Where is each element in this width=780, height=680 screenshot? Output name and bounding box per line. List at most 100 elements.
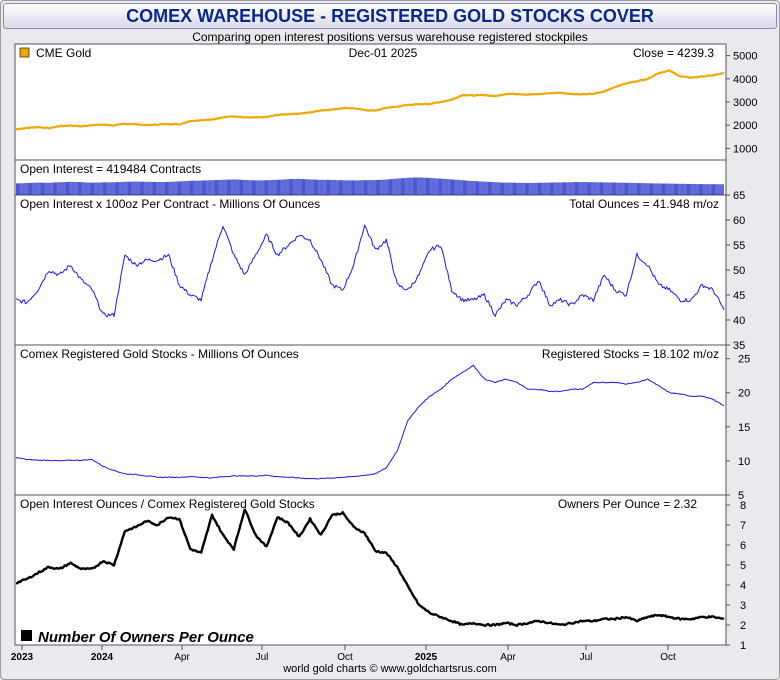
- oi-contracts-bar: [714, 184, 715, 195]
- oi-contracts-bar: [494, 182, 496, 195]
- oi-contracts-bar: [662, 183, 663, 195]
- oi-contracts-bar: [458, 179, 460, 195]
- oi-contracts-bar: [163, 181, 165, 195]
- oi-contracts-bar: [443, 178, 445, 195]
- oi-contracts-bar: [447, 179, 449, 195]
- oi-contracts-bar: [133, 181, 135, 195]
- oi-contracts-bar: [718, 184, 720, 195]
- oi-contracts-bar: [504, 182, 506, 195]
- oi-contracts-bar: [551, 182, 552, 195]
- oi-contracts-bar: [82, 182, 84, 195]
- oi-contracts-bar: [396, 178, 398, 195]
- owners-legend-label: Number Of Owners Per Ounce: [38, 629, 254, 646]
- oi-contracts-bar: [696, 184, 698, 195]
- oi-contracts-bar: [660, 183, 662, 195]
- oi-contracts-bar: [217, 180, 218, 195]
- oi-contracts-bar: [495, 182, 497, 195]
- oi-contracts-bar: [245, 180, 247, 195]
- oi-contracts-bar: [472, 180, 474, 195]
- oi-contracts-bar: [260, 180, 262, 195]
- oi-contracts-bar: [588, 182, 589, 195]
- oi-contracts-bar: [58, 182, 60, 195]
- oi_ounces-y-tick-label: 60: [733, 215, 745, 227]
- oi-contracts-bar: [300, 178, 302, 195]
- registered-y-tick-label: 5: [738, 490, 744, 502]
- oi-contracts-bar: [320, 179, 322, 195]
- oi-contracts-bar: [187, 180, 189, 195]
- oi-contracts-bar: [253, 180, 254, 195]
- oi-contracts-bar: [292, 179, 294, 195]
- oi-contracts-bar: [247, 180, 249, 195]
- oi-contracts-bar: [669, 183, 671, 195]
- oi-contracts-bar: [665, 183, 667, 195]
- oi-contracts-bar: [270, 180, 272, 195]
- registered-y-tick-label: 10: [738, 456, 750, 468]
- oi-contracts-bar: [546, 182, 548, 195]
- oi-contracts-bar: [211, 180, 213, 195]
- oi-contracts-bar: [373, 180, 375, 195]
- oi-contracts-bar: [570, 182, 572, 195]
- oi-contracts-bar: [423, 177, 425, 195]
- oi-contracts-bar: [415, 177, 416, 195]
- oi-contracts-bar: [384, 179, 386, 195]
- oi-contracts-bar: [619, 182, 621, 195]
- oi-contracts-bar: [694, 184, 696, 195]
- oi-contracts-bar: [552, 182, 553, 195]
- oi-contracts-bar: [657, 183, 659, 195]
- oi-contracts-bar: [653, 183, 655, 195]
- oi-contracts-bar: [220, 179, 222, 195]
- oi-contracts-bar: [585, 182, 587, 195]
- oi-contracts-bar: [232, 179, 234, 195]
- oi-contracts-bar: [414, 177, 415, 195]
- oi-contracts-bar: [454, 179, 456, 195]
- oi-contracts-bar: [179, 181, 180, 195]
- oi-contracts-bar: [404, 178, 406, 195]
- registered-y-tick-label: 25: [738, 354, 750, 366]
- oi-contracts-bar: [325, 179, 327, 195]
- oi-contracts-bar: [16, 183, 17, 195]
- oi-contracts-bar: [633, 182, 635, 195]
- oi-contracts-bar: [626, 182, 627, 195]
- oi-contracts-bar: [60, 182, 62, 195]
- oi-contracts-bar: [235, 179, 237, 195]
- oi-contracts-bar: [411, 177, 413, 195]
- oi-contracts-bar: [205, 180, 207, 195]
- oi-contracts-bar: [291, 178, 292, 195]
- oi-contracts-bar: [524, 182, 526, 195]
- oi-contracts-bar: [507, 182, 509, 195]
- oi-contracts-bar: [271, 179, 273, 195]
- oi-contracts-bar: [254, 180, 255, 195]
- oi-contracts-bar: [196, 180, 198, 195]
- oi-contracts-bar: [581, 182, 583, 195]
- oi-contracts-bar: [568, 182, 570, 195]
- oi-contracts-bar: [663, 183, 664, 195]
- oi-contracts-bar: [703, 184, 705, 195]
- oi-contracts-bar: [605, 182, 607, 195]
- oi-contracts-bar: [667, 183, 669, 195]
- oi-contracts-bar: [49, 182, 51, 195]
- oi-contracts-bar: [407, 177, 409, 195]
- oi-contracts-bar: [238, 179, 240, 195]
- oi-contracts-bar: [516, 182, 518, 195]
- owners-y-tick-label: 6: [740, 540, 746, 552]
- oi-contracts-bar: [29, 183, 30, 195]
- oi-contracts-bar: [178, 181, 179, 195]
- oi-contracts-bar: [151, 181, 153, 195]
- oi-contracts-bar: [243, 179, 245, 195]
- oi-contracts-bar: [97, 182, 99, 195]
- gold-legend-swatch: [19, 47, 30, 58]
- oi-contracts-bar: [638, 183, 639, 195]
- oi-contracts-bar: [67, 182, 68, 195]
- oi-contracts-bar: [332, 180, 334, 195]
- oi-contracts-bar: [582, 182, 584, 195]
- oi-contracts-bar: [129, 181, 130, 195]
- oi-contracts-bar: [359, 180, 361, 195]
- oi-contracts-bar: [252, 180, 253, 195]
- oi-contracts-bar: [429, 177, 431, 195]
- oi-ounces-total-label: Total Ounces = 41.948 m/oz: [569, 197, 719, 211]
- oi-contracts-bar: [545, 182, 547, 195]
- oi-contracts-bar: [476, 181, 477, 195]
- oi-contracts-bar: [171, 181, 173, 195]
- oi-contracts-bar: [514, 182, 515, 195]
- oi-contracts-bar: [452, 179, 453, 195]
